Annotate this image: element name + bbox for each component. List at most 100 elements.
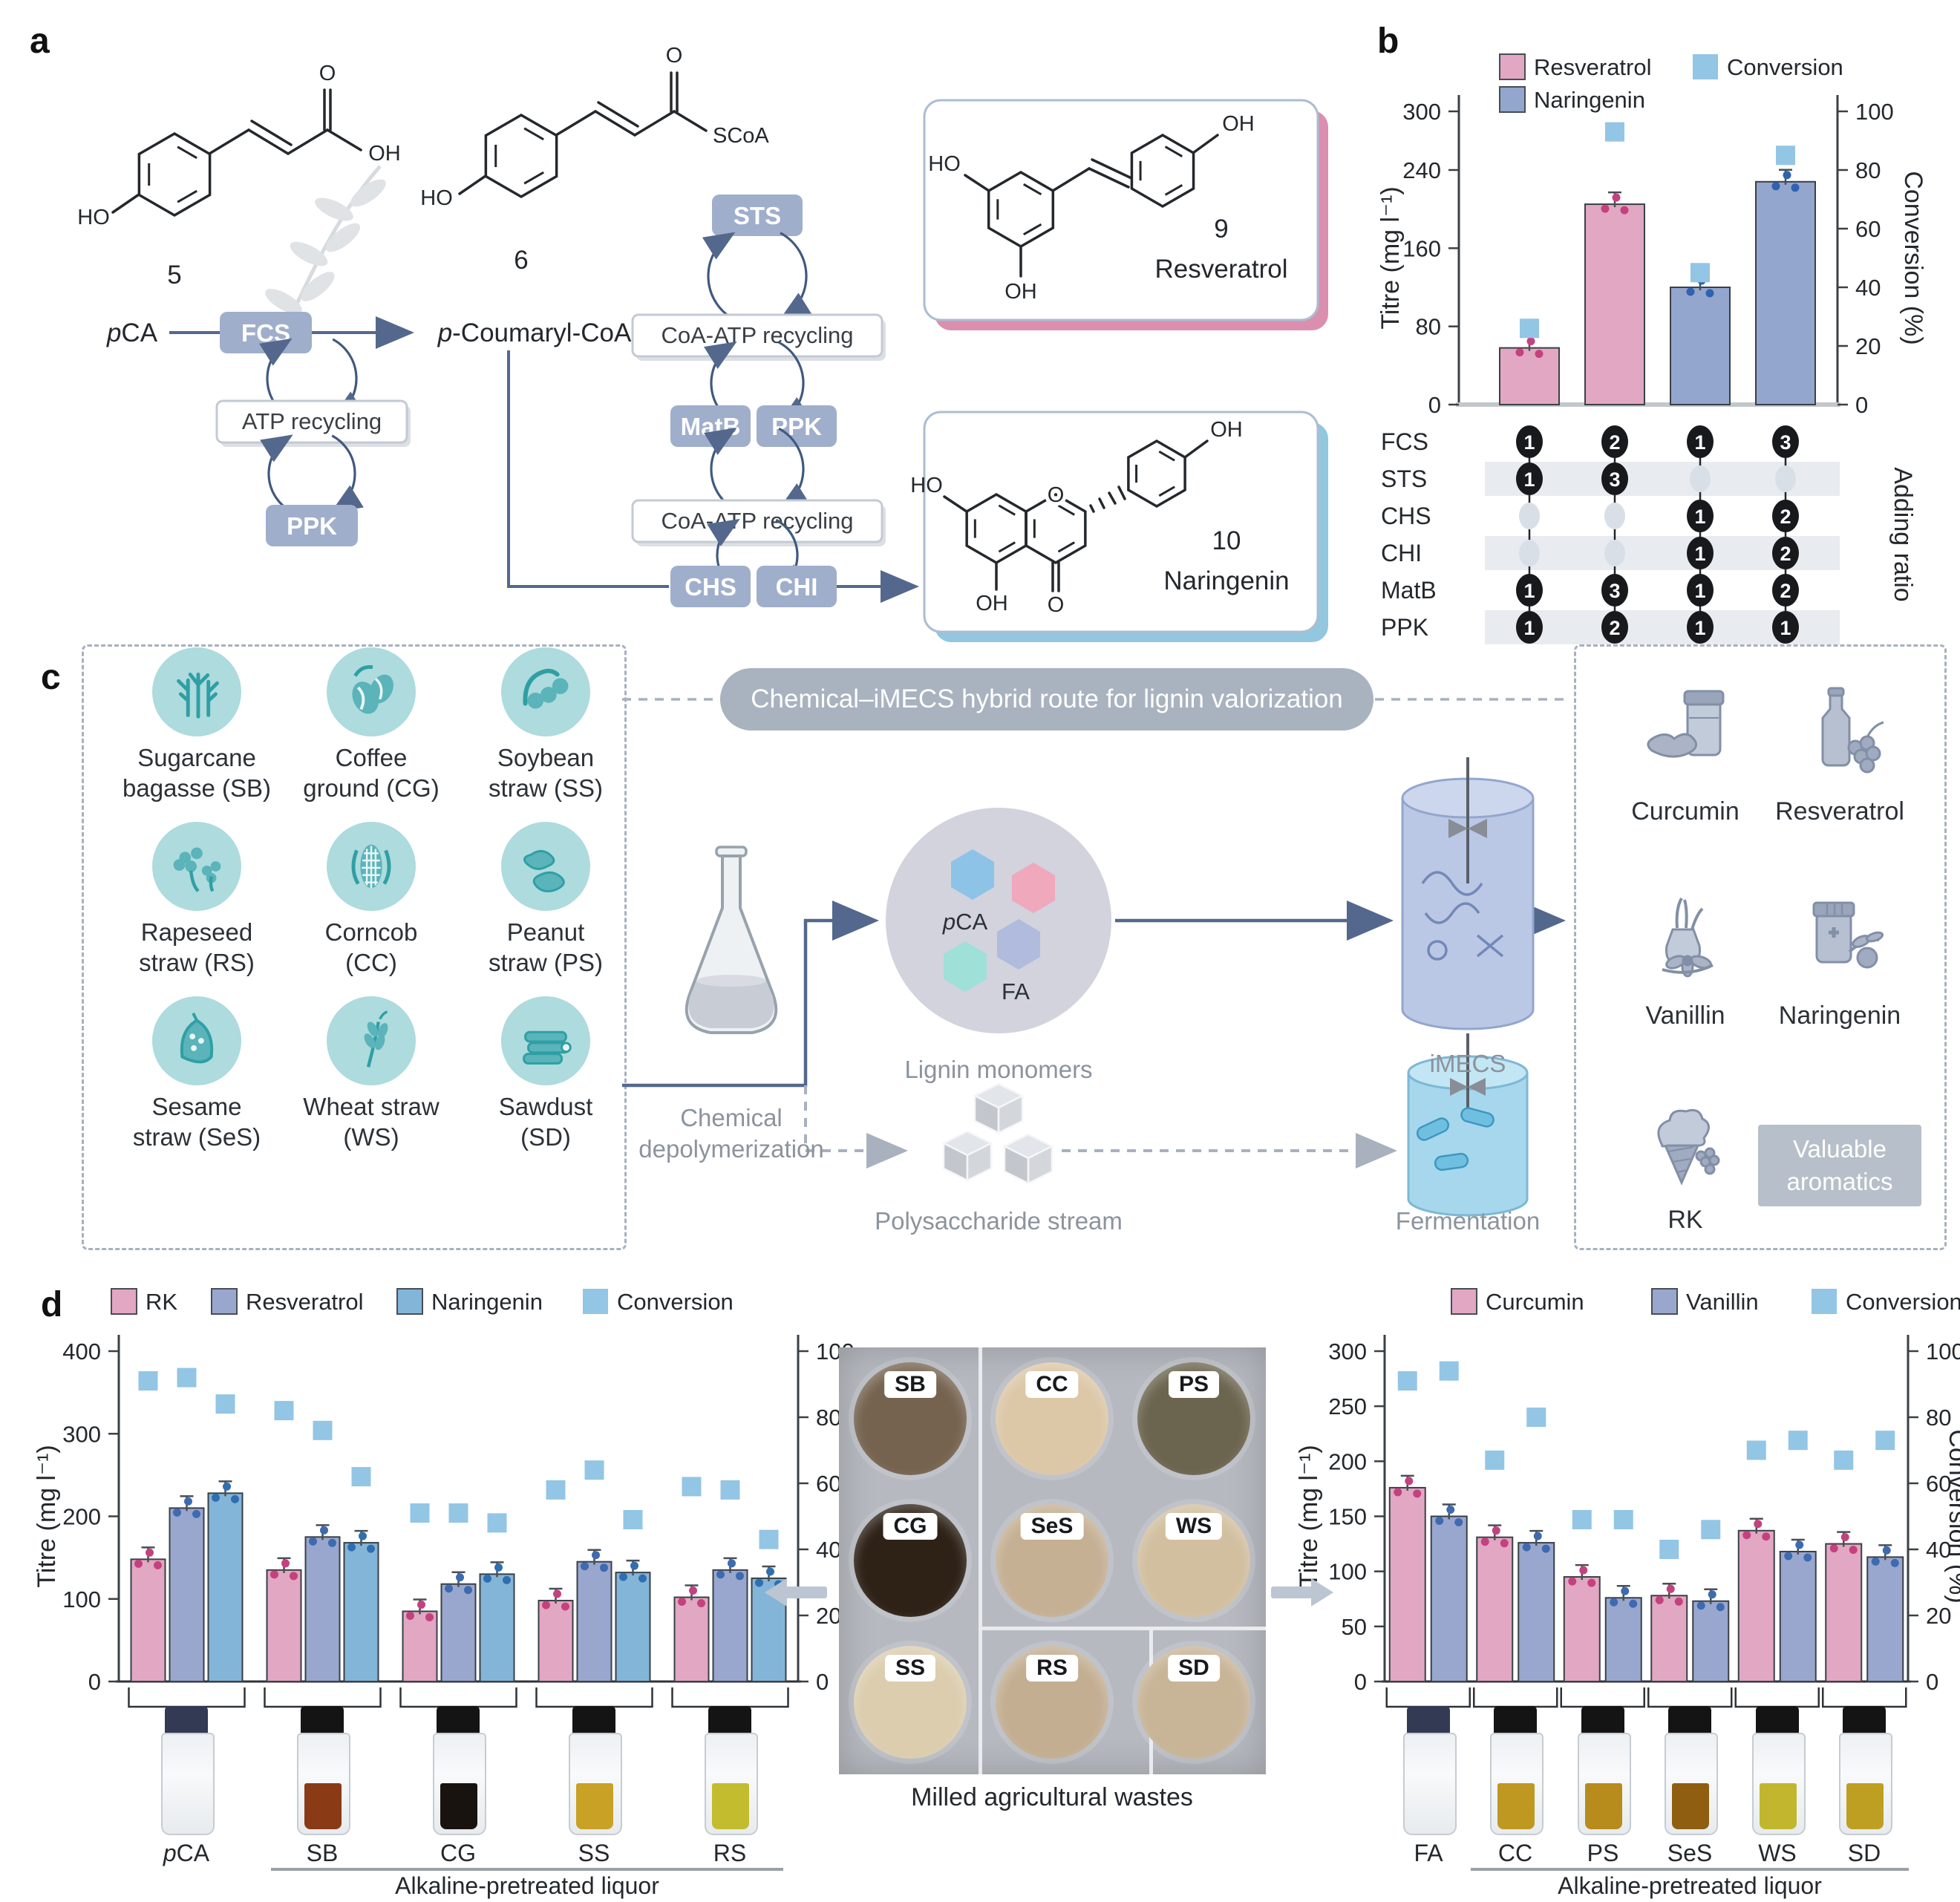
matrix-dot	[1516, 611, 1543, 644]
adding-ratio-matrix: FCS 1 2 1 3 STS 1 3 CHS 1 2 CHI 1 2 MatB 1 3 1 2 PPK 1 2 1 1 Add…	[1381, 425, 1917, 644]
enzyme-label-ppk2: PPK	[771, 413, 822, 440]
conversion-marker	[1788, 1431, 1808, 1451]
data-point	[728, 1559, 736, 1568]
vial-cap	[1756, 1706, 1799, 1736]
data-point	[1871, 1557, 1880, 1566]
data-point	[1579, 1566, 1588, 1575]
dish-ws: WS	[1137, 1504, 1250, 1617]
group-bracket	[128, 1687, 246, 1708]
vial-label: WS	[1758, 1840, 1797, 1866]
fermentation-label: Fermentation	[1395, 1207, 1541, 1235]
feedstock-coffee-ground: Coffee ground (CG)	[290, 647, 453, 803]
y-tick-label: 240	[1402, 157, 1441, 183]
atom-label: SCoA	[713, 124, 769, 148]
data-point	[1829, 1544, 1838, 1553]
feedstock-soybean-straw: Soybean straw (SS)	[464, 647, 627, 803]
vial-glass	[705, 1733, 758, 1835]
group-bracket	[1385, 1687, 1471, 1708]
bar	[1779, 1550, 1817, 1683]
compound-number: 10	[1212, 526, 1241, 555]
resveratrol-card: HO OH OH 9 Resveratrol	[923, 99, 1328, 330]
group-bracket	[1647, 1687, 1733, 1708]
matrix-dot-value: 2	[1780, 580, 1791, 602]
matrix-dot	[1687, 500, 1714, 532]
legend-swatch	[583, 1289, 608, 1314]
vial-cap	[1407, 1706, 1450, 1736]
conversion-marker	[1526, 1408, 1546, 1427]
group-bracket	[1822, 1687, 1907, 1708]
vial-ses: SeS	[1662, 1706, 1718, 1866]
vial-liquid	[576, 1783, 613, 1829]
enzyme-label-sts: STS	[734, 202, 781, 229]
panel-d-label: d	[41, 1285, 63, 1324]
y2-tick-label: 60	[816, 1471, 841, 1497]
vial-liquid	[712, 1783, 749, 1829]
data-point	[1762, 1532, 1771, 1541]
y2-tick-label: 20	[1855, 333, 1881, 359]
data-point	[1840, 1533, 1849, 1542]
bar	[1388, 1486, 1426, 1682]
lignin-monomers-label: Lignin monomers	[904, 1056, 1093, 1083]
dashed-arrow-polysaccharide	[804, 1085, 908, 1169]
chart-panel-b: Resveratrol ConversionNaringenin080160240…	[1376, 53, 1927, 644]
group-bracket	[399, 1687, 517, 1708]
matrix-axis-label: Adding ratio	[1889, 467, 1917, 601]
matrix-dot	[1687, 537, 1714, 569]
data-point	[1783, 171, 1791, 180]
matrix-dot	[1772, 500, 1799, 532]
data-point	[1705, 289, 1714, 298]
data-point	[1435, 1517, 1444, 1525]
data-point	[697, 1599, 705, 1608]
data-point	[766, 1567, 774, 1576]
atom-label: HO	[910, 474, 943, 497]
vial-glass	[297, 1733, 350, 1835]
legend: RK Resveratrol Naringenin Conversion	[111, 1288, 734, 1315]
data-point	[146, 1548, 154, 1557]
atom-label: OH	[1004, 280, 1037, 304]
matrix-dot-value: 1	[1694, 506, 1705, 528]
matrix-dot-empty	[1604, 503, 1625, 529]
data-point	[1541, 1544, 1550, 1553]
data-point	[1621, 1586, 1630, 1595]
y-tick-label: 100	[1328, 1559, 1367, 1585]
conversion-marker	[177, 1367, 197, 1388]
matrix-dot-empty	[1604, 540, 1625, 566]
y2-axis-label: Conversion (%)	[1899, 171, 1927, 344]
legend: Curcumin Vanillin Conversion	[1451, 1288, 1960, 1315]
data-point	[1500, 1539, 1509, 1548]
y2-tick-label: 0	[816, 1669, 829, 1695]
matrix-dot	[1601, 611, 1628, 644]
data-point	[1791, 183, 1800, 192]
legend-label: Naringenin	[1534, 87, 1645, 113]
panel-c-label: c	[41, 658, 61, 697]
data-point	[1610, 1598, 1618, 1607]
legend-swatch	[1812, 1289, 1837, 1314]
conversion-marker	[584, 1460, 604, 1480]
milled-wastes-photo: SB CC PS CG SeS WS SS RS SD	[839, 1347, 1266, 1774]
legend-label: Naringenin	[431, 1289, 543, 1315]
y2-tick-label: 100	[1926, 1339, 1960, 1365]
conversion-marker	[1397, 1371, 1417, 1391]
data-point	[689, 1586, 697, 1595]
data-point	[1568, 1577, 1577, 1586]
vial-label: CG	[440, 1840, 476, 1866]
data-point	[1890, 1558, 1899, 1567]
chart-panel-d-right: Curcumin Vanillin Conversion05010015020025…	[1295, 1288, 1960, 1708]
compound-name-naringenin: Naringenin	[1163, 566, 1289, 595]
dish-sb: SB	[854, 1362, 967, 1475]
legend-label: Conversion	[617, 1289, 734, 1315]
imecs-label: iMECS	[1429, 1050, 1506, 1077]
vial-liquid	[1497, 1783, 1535, 1829]
matrix-dot	[1516, 574, 1543, 607]
enzyme-box-chs	[670, 566, 751, 607]
y-tick-label: 100	[62, 1586, 101, 1612]
vial-pca: pCA	[158, 1706, 215, 1866]
data-point	[417, 1600, 425, 1609]
bar	[1499, 347, 1560, 405]
matrix-dot	[1772, 537, 1799, 569]
compound-number: 5	[167, 261, 181, 290]
monomer-hexagon	[997, 919, 1040, 970]
y-tick-label: 400	[62, 1339, 101, 1365]
bar	[1825, 1543, 1863, 1683]
data-point	[494, 1563, 503, 1572]
